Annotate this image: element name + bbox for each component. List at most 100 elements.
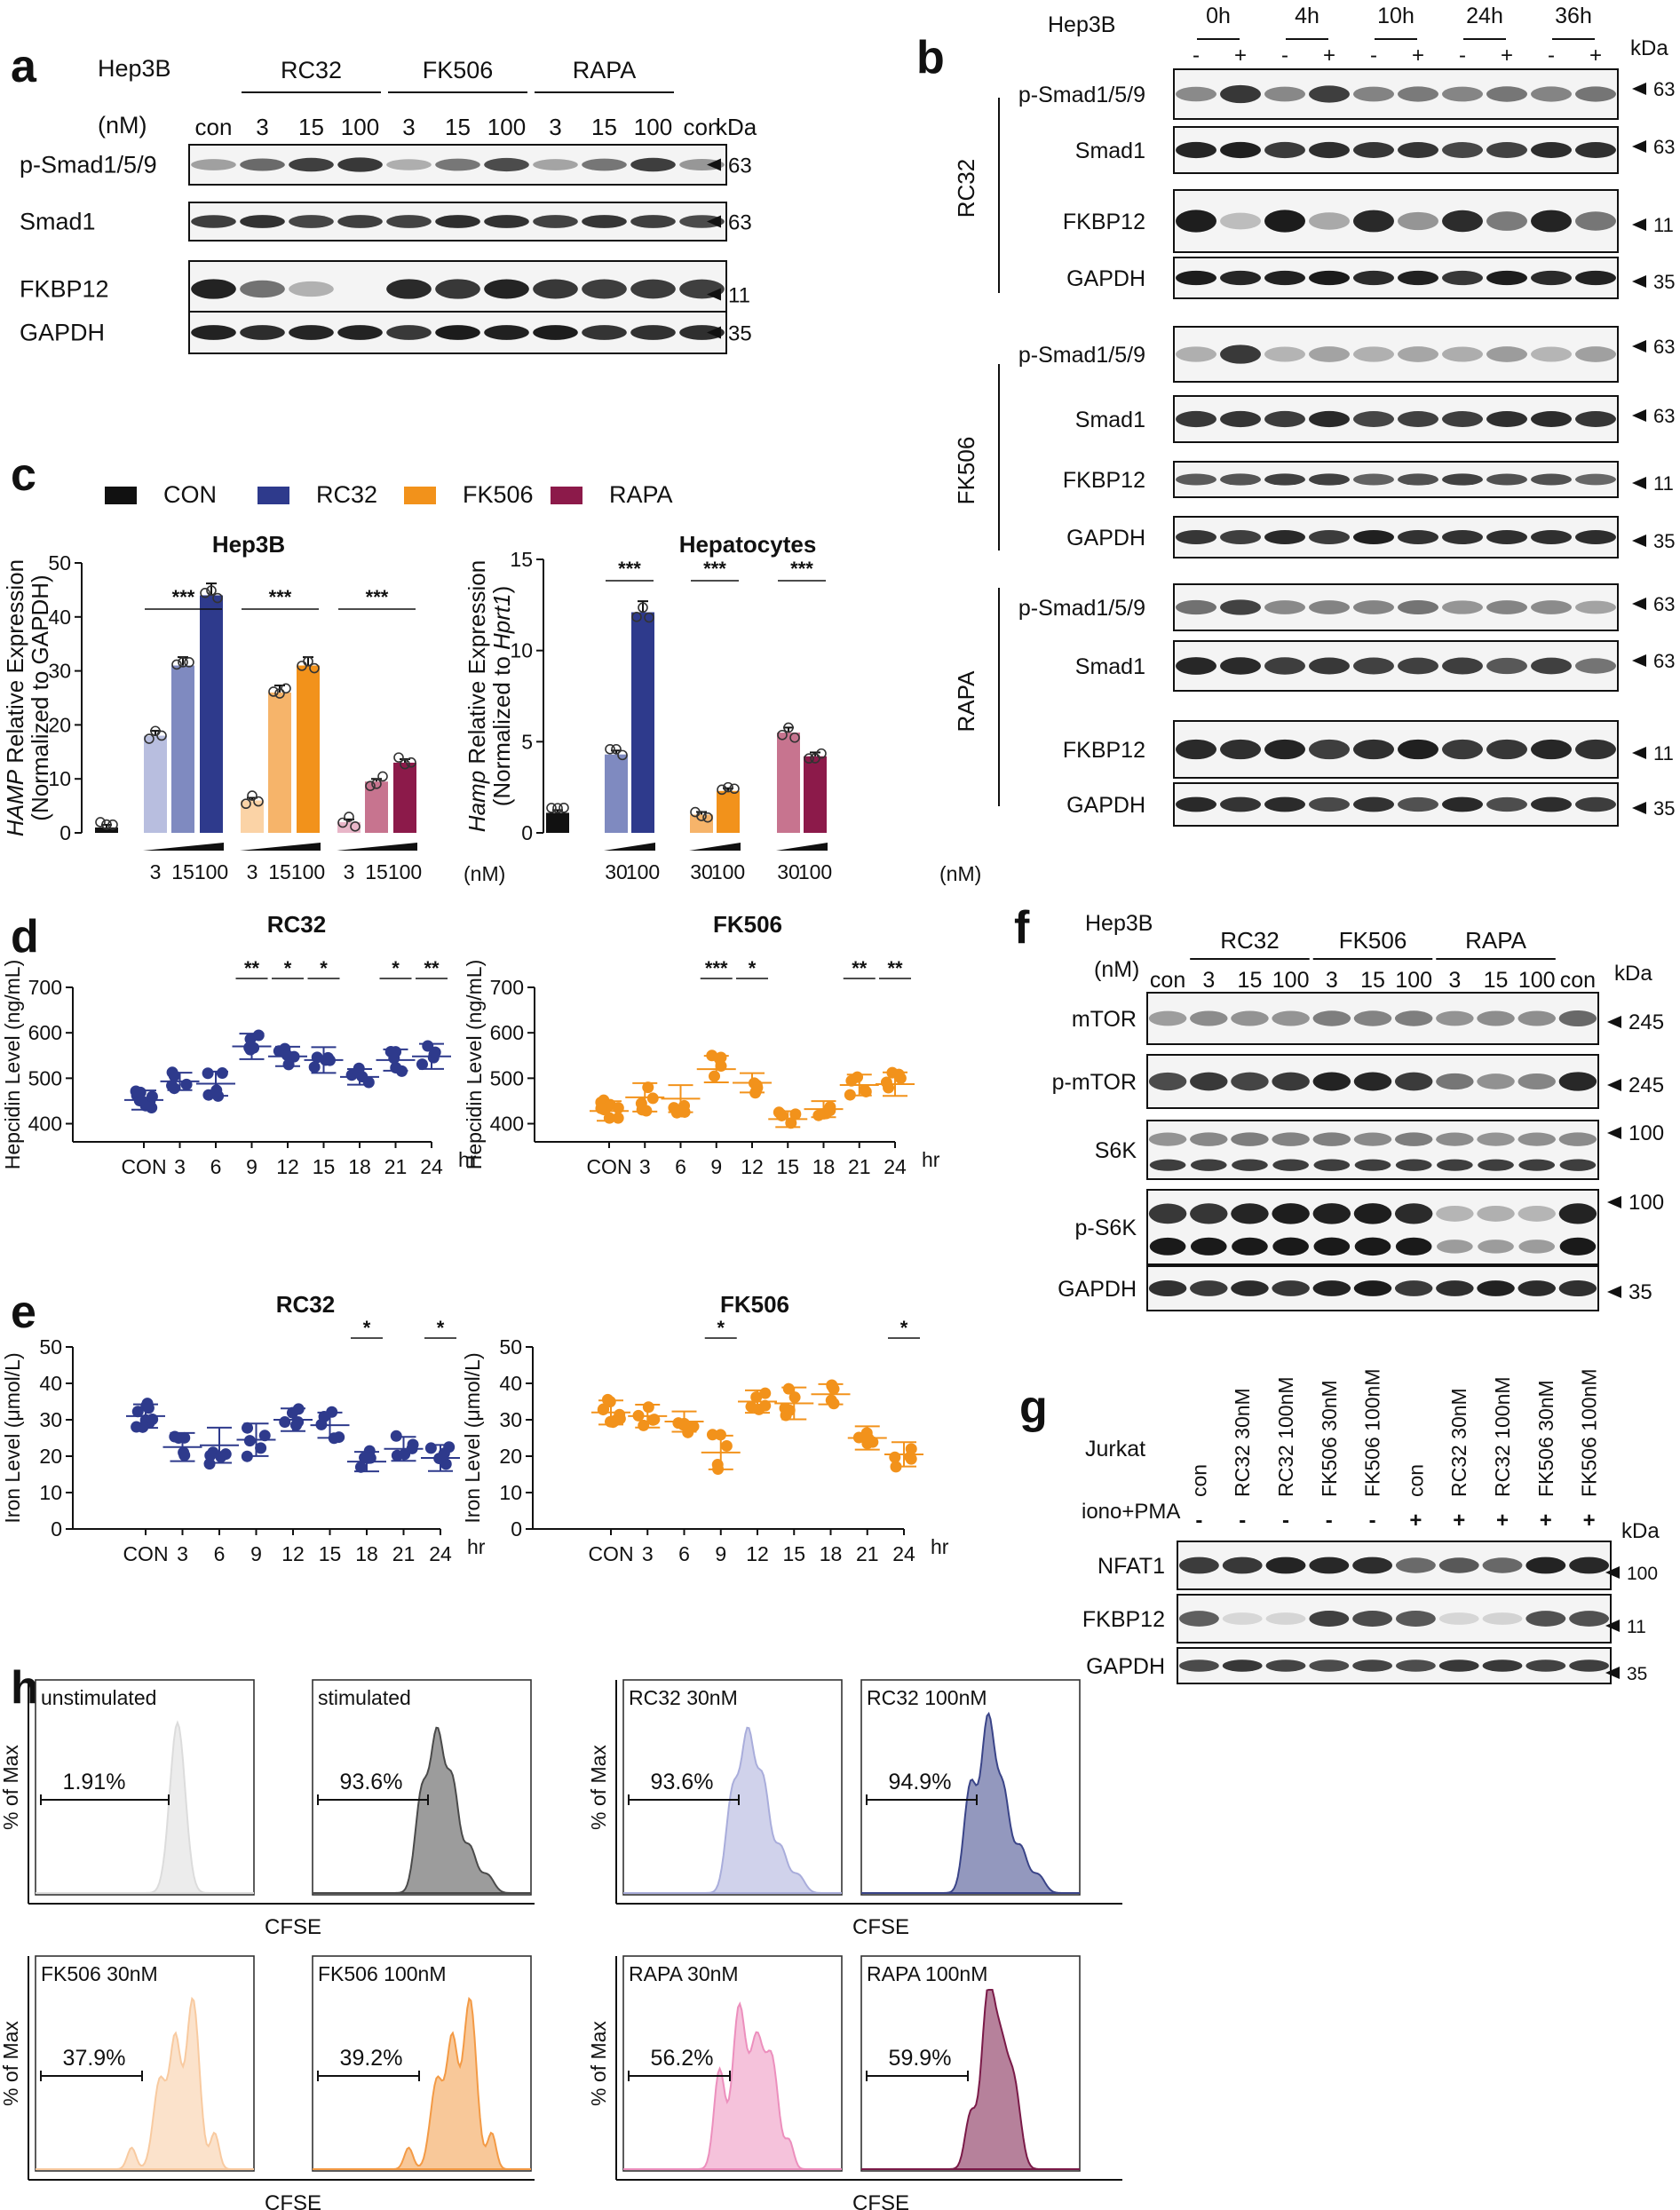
panel-b-marker-arrow — [1632, 747, 1646, 759]
c-hepatocytes-replicate-point — [777, 729, 788, 741]
d-rc32-y-tick-label: 400 — [28, 1113, 62, 1136]
e-rc32-y-tick-label: 10 — [39, 1481, 62, 1504]
blot-band — [1394, 1280, 1433, 1296]
c-hep3b-replicate-point — [144, 733, 155, 744]
panel-b-marker-kda: 35 — [1653, 797, 1675, 820]
c-hep3b-x-tick-label: 15 — [268, 860, 291, 883]
panel-b-marker-kda: 11 — [1653, 214, 1674, 236]
c-hep3b-bar — [144, 735, 167, 833]
d-fk506-x-tick-label: 21 — [848, 1155, 871, 1178]
c-hepatocytes-dose-wedge — [776, 843, 828, 851]
panel-a-cell-line: Hep3B — [98, 55, 171, 82]
e-rc32-x-tick-label: CON — [123, 1542, 168, 1565]
d-rc32-x-tick-label: 12 — [276, 1155, 299, 1178]
blot-band-lower — [1313, 1237, 1351, 1256]
e-rc32-data-point — [131, 1421, 143, 1433]
blot-band — [191, 325, 236, 340]
panel-f-marker-kda: 100 — [1628, 1121, 1664, 1145]
blot-band — [1309, 1557, 1350, 1574]
panel-b-marker-arrow — [1632, 535, 1646, 547]
blot-band — [1353, 86, 1394, 102]
d-rc32-sig-label: * — [320, 957, 328, 979]
blot-band — [1575, 346, 1616, 362]
panel-b-timepoint: 0h — [1206, 4, 1231, 28]
e-fk506-title: FK506 — [720, 1291, 789, 1318]
c-hepatocytes-replicate-point — [702, 812, 713, 823]
blot-band — [1309, 1659, 1350, 1672]
blot-band — [1398, 142, 1438, 158]
panel-a-lane-label: 15 — [298, 114, 324, 140]
c-hep3b-replicate-point — [393, 752, 404, 763]
e-rc32-data-point — [142, 1402, 155, 1414]
h-flow-sample-label: RC32 100nM — [867, 1686, 987, 1709]
panel-b-marker-kda: 11 — [1653, 742, 1674, 764]
d-rc32-data-point — [146, 1090, 158, 1103]
panel-a-lane-label: 3 — [549, 114, 561, 140]
blot-band — [1575, 142, 1616, 158]
c-hep3b-bar — [337, 821, 361, 833]
blot-band — [240, 158, 285, 171]
blot-band — [1220, 529, 1261, 545]
c-hepatocytes-replicate-point — [729, 783, 740, 795]
panel-g-kda-header: kDa — [1621, 1519, 1660, 1543]
blot-band — [1442, 210, 1483, 233]
blot-band — [679, 215, 725, 228]
panel-f-marker-kda: 35 — [1628, 1280, 1652, 1304]
blot-band — [1531, 600, 1572, 614]
h-flow-histogram-area — [36, 1996, 254, 2170]
d-fk506-x-tick-label: 12 — [741, 1155, 764, 1178]
panel-g-marker-kda: 100 — [1627, 1564, 1658, 1584]
panel-a-blot-gapdh — [188, 311, 727, 354]
c-hep3b-bar — [95, 827, 118, 833]
blot-band-lower — [1559, 1237, 1597, 1256]
blot-band — [1477, 1073, 1515, 1089]
c-hep3b-y-tick-label: 40 — [48, 606, 71, 629]
panel-b-treatment-sign: + — [1234, 44, 1247, 67]
blot-band-lower — [1272, 1159, 1309, 1171]
blot-band — [1442, 411, 1483, 427]
blot-band — [1190, 1072, 1228, 1091]
e-fk506-data-point — [608, 1414, 621, 1427]
e-rc32-x-tick-label: 15 — [319, 1542, 342, 1565]
blot-band — [1190, 1132, 1228, 1146]
d-rc32-sig-label: * — [392, 957, 400, 979]
c-hep3b-dose-wedge — [337, 843, 417, 851]
blot-band — [1272, 1132, 1310, 1146]
e-fk506-data-point — [598, 1403, 610, 1415]
c-hep3b-bar — [297, 665, 320, 833]
e-rc32-y-tick-label: 0 — [51, 1517, 62, 1541]
blot-band — [337, 325, 383, 340]
blot-band — [1231, 1072, 1269, 1091]
e-rc32-title: RC32 — [276, 1291, 335, 1318]
c-hepatocytes-bar — [605, 754, 628, 833]
panel-b-group-label-fk506: FK506 — [953, 437, 979, 505]
e-rc32-data-point — [424, 1442, 437, 1454]
blot-band — [1231, 1280, 1269, 1296]
d-fk506-sig-label: ** — [887, 957, 903, 979]
panel-g-blot-fkbp12 — [1177, 1594, 1612, 1644]
blot-band — [533, 325, 578, 340]
panel-b-marker-kda: 35 — [1653, 271, 1675, 293]
panel-f-lane-label: 15 — [1238, 968, 1263, 993]
panel-g-lane-label: RC32 30nM — [1231, 1388, 1254, 1497]
legend-label-rc32: RC32 — [316, 481, 377, 508]
c-hep3b-x-tick-label: 15 — [365, 860, 388, 883]
c-hepatocytes-replicate-point — [804, 753, 814, 764]
c-hep3b-replicate-point — [184, 657, 194, 668]
blot-band — [1220, 473, 1261, 486]
d-fk506-data-point — [859, 1084, 871, 1097]
blot-band — [1558, 1010, 1597, 1027]
d-rc32-x-tick-label: 24 — [420, 1155, 443, 1178]
blot-band — [1176, 141, 1216, 159]
h-flow-histogram: stimulated 93.6% — [312, 1679, 532, 1896]
c-hep3b-replicate-point — [200, 588, 210, 598]
panel-b-blot-rc32-gapdh — [1173, 257, 1619, 299]
h-flow-sample-label: RAPA 100nM — [867, 1962, 987, 1985]
c-hepatocytes-bar — [777, 733, 800, 833]
panel-f-marker-kda: 245 — [1628, 1073, 1664, 1097]
panel-b-marker-kda: 63 — [1653, 405, 1675, 427]
blot-band — [1220, 410, 1261, 428]
e-fk506-data-point — [759, 1387, 772, 1399]
d-rc32-x-tick-label: 6 — [210, 1155, 222, 1178]
e-rc32-x-tick-label: 21 — [392, 1542, 416, 1565]
